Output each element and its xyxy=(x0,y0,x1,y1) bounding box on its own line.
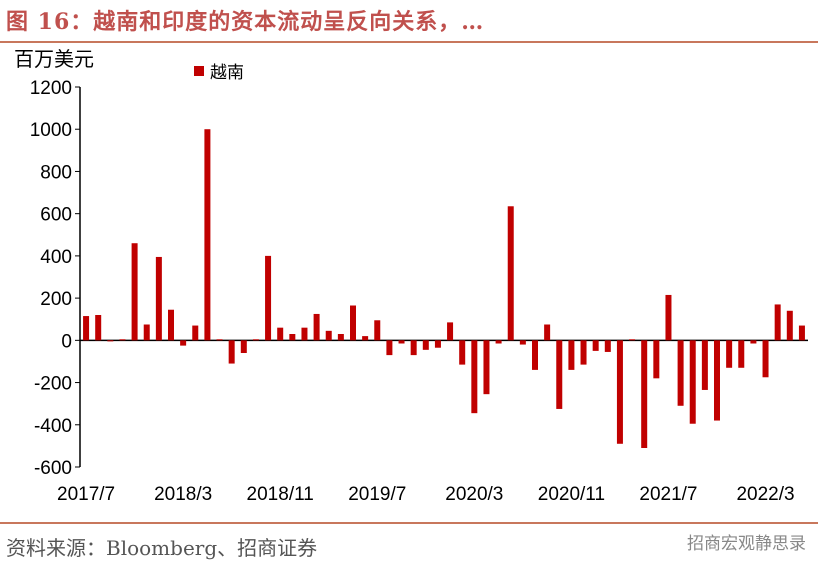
y-tick-label: -200 xyxy=(34,374,72,395)
bar xyxy=(216,339,223,341)
bar xyxy=(143,324,150,341)
y-axis-label: 百万美元 xyxy=(14,47,94,71)
x-tick-label: 2021/7 xyxy=(639,484,697,505)
x-tick-label: 2018/3 xyxy=(154,484,212,505)
bar xyxy=(107,340,114,342)
title-divider xyxy=(0,41,818,43)
bar xyxy=(204,129,211,341)
bar xyxy=(641,340,648,448)
bar xyxy=(762,340,769,378)
bar xyxy=(629,339,636,341)
footer-divider xyxy=(0,522,818,524)
bar xyxy=(556,340,563,409)
y-tick-label: 400 xyxy=(40,247,72,268)
bar xyxy=(786,310,793,341)
bar xyxy=(519,340,526,345)
bar xyxy=(653,340,660,379)
bar xyxy=(155,256,162,341)
bar xyxy=(337,334,344,341)
bar xyxy=(350,305,356,341)
y-tick-label: -400 xyxy=(34,416,72,437)
source-note: 资料来源：Bloomberg、招商证券 xyxy=(6,536,318,560)
bar xyxy=(616,340,623,444)
x-tick-label: 2020/3 xyxy=(445,484,503,505)
bar xyxy=(471,340,478,414)
bar xyxy=(714,340,720,421)
y-tick-label: 0 xyxy=(61,331,72,352)
y-tick-label: 1000 xyxy=(30,120,72,141)
bar xyxy=(289,334,296,341)
bar xyxy=(422,340,429,350)
legend-label: 越南 xyxy=(210,63,244,83)
figure-title: 图 16：越南和印度的资本流动呈反向关系，… xyxy=(6,9,485,35)
bar xyxy=(277,327,284,341)
bar xyxy=(665,294,672,341)
y-tick-label: -600 xyxy=(34,458,72,479)
bar xyxy=(168,309,174,341)
bar xyxy=(374,320,381,341)
bar xyxy=(192,325,199,341)
bar xyxy=(313,313,320,341)
bar xyxy=(180,340,187,346)
bar-chart: 百万美元 越南 1200 1000 800 600 400 200 0 -200 -400 -60… xyxy=(14,47,808,505)
legend-swatch xyxy=(194,66,204,76)
bar xyxy=(83,316,90,341)
bar xyxy=(701,340,708,390)
bar xyxy=(131,243,138,341)
bar xyxy=(95,315,102,341)
x-tick-label: 2017/7 xyxy=(57,484,115,505)
bar xyxy=(386,340,393,356)
bar xyxy=(726,340,733,368)
bar xyxy=(580,340,587,365)
bar xyxy=(798,325,805,341)
watermark: 招商宏观静思录 xyxy=(687,534,806,554)
bar xyxy=(301,327,308,341)
bar xyxy=(252,339,259,341)
x-tick-label: 2020/11 xyxy=(538,484,605,505)
bar xyxy=(495,340,502,344)
bar xyxy=(568,340,575,370)
y-tick-label: 200 xyxy=(40,289,72,310)
x-tick-label: 2019/7 xyxy=(348,484,406,505)
bar xyxy=(398,340,405,344)
bar xyxy=(738,340,745,368)
bar xyxy=(240,340,247,353)
bar xyxy=(483,340,490,395)
bar xyxy=(447,322,454,341)
x-tick-label: 2022/3 xyxy=(736,484,794,505)
bar xyxy=(604,340,611,352)
bar xyxy=(750,340,757,344)
bar xyxy=(677,340,684,406)
x-tick-label: 2018/11 xyxy=(247,484,314,505)
bar xyxy=(544,324,551,341)
bar xyxy=(592,340,599,351)
bar xyxy=(434,340,441,348)
y-tick-label: 600 xyxy=(40,205,72,226)
bar xyxy=(689,340,696,424)
bar xyxy=(507,206,514,341)
bar xyxy=(362,336,369,341)
bar xyxy=(325,330,332,341)
bar xyxy=(410,340,417,356)
bar xyxy=(774,304,781,341)
bar xyxy=(459,340,466,365)
bar xyxy=(265,255,272,341)
bar xyxy=(532,340,538,370)
y-tick-label: 800 xyxy=(40,162,72,183)
y-tick-label: 1200 xyxy=(30,78,72,99)
bar xyxy=(119,339,126,341)
bar xyxy=(228,340,235,364)
